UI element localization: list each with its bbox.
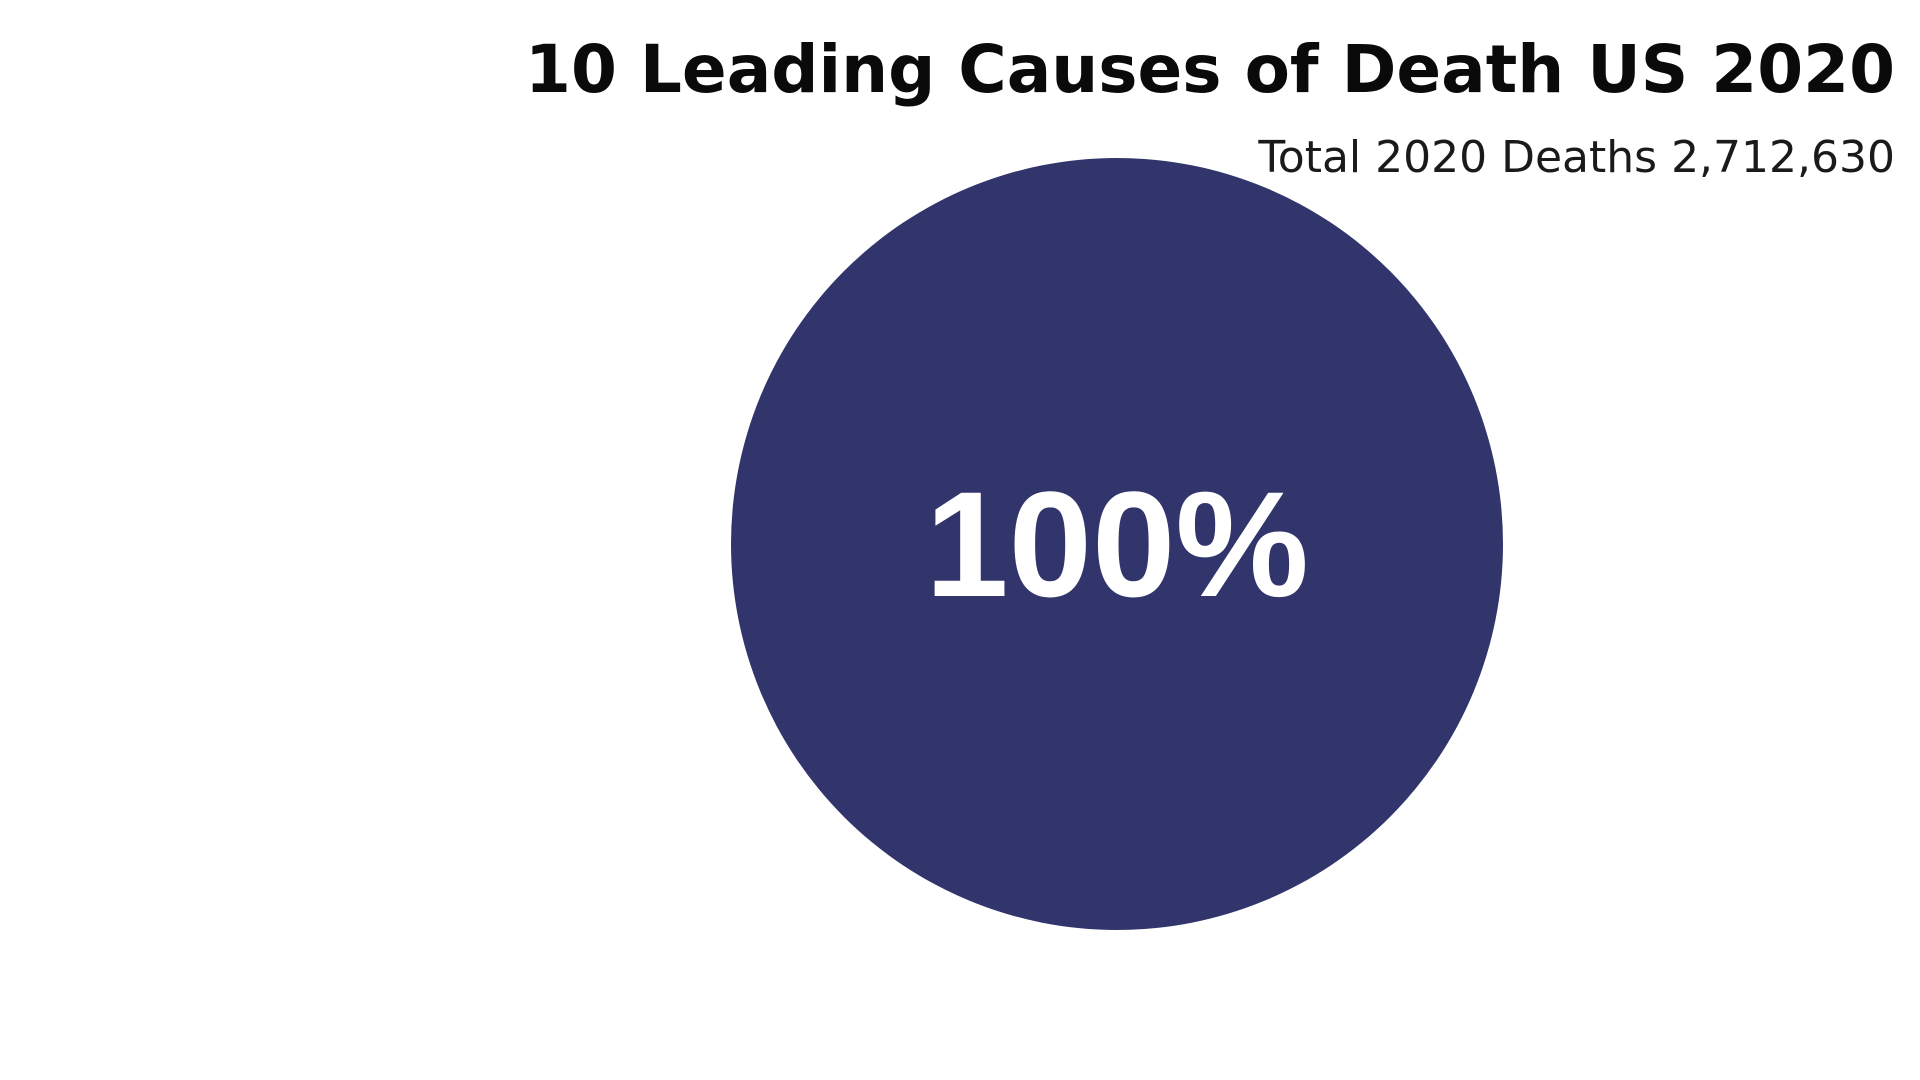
pie-slice-0 — [731, 158, 1503, 930]
total-deaths-value: 2,712,630 — [1671, 132, 1895, 183]
subtitle-label: Total 2020 Deaths — [1258, 132, 1658, 183]
chart-title: 10 Leading Causes of Death US 2020 — [525, 31, 1895, 108]
chart-subtitle: Total 2020 Deaths 2,712,630 — [1258, 128, 1895, 188]
pie-slice-label-0: 100% — [925, 460, 1309, 628]
